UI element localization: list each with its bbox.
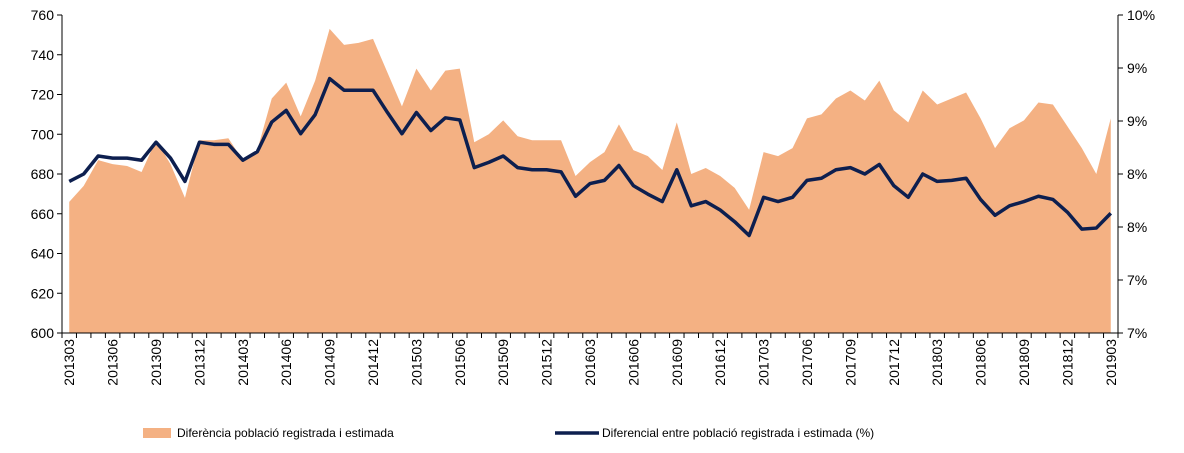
area <box>69 28 1111 333</box>
x-tick-label: 201309 <box>148 339 164 386</box>
y-tick-label: 680 <box>31 166 55 182</box>
legend-label: Diferència població registrada i estimad… <box>177 426 394 440</box>
x-tick-label: 201606 <box>625 339 641 386</box>
y-tick-label: 660 <box>31 206 55 222</box>
y-tick-label: 760 <box>31 7 55 23</box>
x-tick-label: 201803 <box>929 339 945 386</box>
y2-tick-label: 10% <box>1127 7 1155 23</box>
x-tick-label: 201412 <box>365 339 381 386</box>
x-tick-label: 201612 <box>712 339 728 386</box>
x-tick-label: 201312 <box>191 339 207 386</box>
y2-tick-label: 7% <box>1127 325 1147 341</box>
x-tick-label: 201503 <box>408 339 424 386</box>
x-tick-label: 201306 <box>105 339 121 386</box>
x-tick-label: 201903 <box>1103 339 1119 386</box>
y2-tick-label: 9% <box>1127 113 1147 129</box>
y2-tick-label: 7% <box>1127 272 1147 288</box>
x-tick-label: 201512 <box>539 339 555 386</box>
y2-tick-label: 8% <box>1127 166 1147 182</box>
x-tick-label: 201603 <box>582 339 598 386</box>
x-tick-label: 201403 <box>235 339 251 386</box>
y-tick-label: 620 <box>31 285 55 301</box>
y-tick-label: 700 <box>31 126 55 142</box>
x-tick-label: 201509 <box>495 339 511 386</box>
x-tick-label: 201812 <box>1059 339 1075 386</box>
x-tick-label: 201706 <box>799 339 815 386</box>
x-tick-label: 201806 <box>973 339 989 386</box>
x-tick-label: 201303 <box>61 339 77 386</box>
x-tick-label: 201712 <box>886 339 902 386</box>
x-tick-label: 201809 <box>1016 339 1032 386</box>
y-tick-label: 740 <box>31 47 55 63</box>
x-tick-label: 201609 <box>669 339 685 386</box>
x-tick-label: 201406 <box>278 339 294 386</box>
y-tick-label: 600 <box>31 325 55 341</box>
y-tick-label: 720 <box>31 87 55 103</box>
x-tick-label: 201709 <box>842 339 858 386</box>
x-tick-label: 201506 <box>452 339 468 386</box>
legend-label: Diferencial entre població registrada i … <box>602 426 874 440</box>
y-tick-label: 640 <box>31 246 55 262</box>
x-tick-label: 201703 <box>756 339 772 386</box>
y2-tick-label: 9% <box>1127 60 1147 76</box>
x-tick-label: 201409 <box>322 339 338 386</box>
line <box>68 76 1113 238</box>
legend-swatch <box>143 428 171 438</box>
y2-tick-label: 8% <box>1127 219 1147 235</box>
